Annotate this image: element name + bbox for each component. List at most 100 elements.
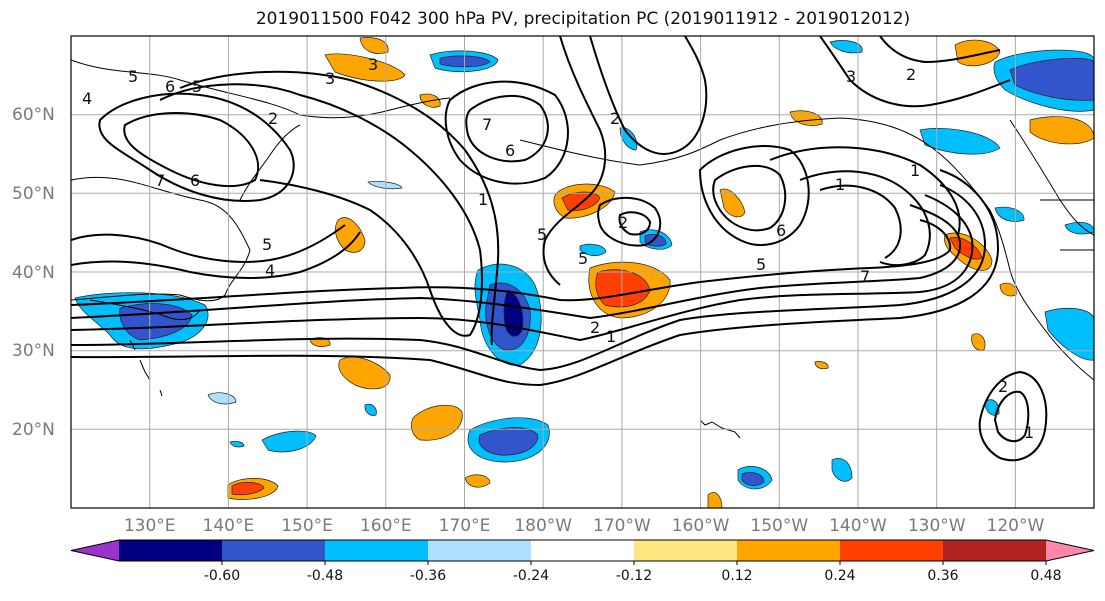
lat-label: 50°N — [12, 184, 55, 204]
anomaly-20n-pos — [410, 404, 463, 441]
pv-label: 3 — [368, 55, 378, 74]
pv-label: 2 — [998, 377, 1008, 396]
lon-label: 160°E — [360, 516, 412, 536]
colorbar-segment — [634, 540, 738, 561]
colorbar-segment — [943, 540, 1047, 561]
anomaly-small-pos3 — [971, 333, 986, 351]
pv-label: 1 — [478, 190, 488, 209]
colorbar-segment — [119, 540, 223, 561]
pv-label: 7 — [482, 115, 492, 134]
colorbar-tick-label: 0.12 — [721, 568, 752, 584]
pv-label: 5 — [262, 235, 272, 254]
lon-label: 180°W — [514, 516, 572, 536]
lon-label: 140°E — [203, 516, 255, 536]
pv-label: 2 — [618, 213, 628, 232]
anomaly-alaska-neg — [919, 128, 1001, 155]
pv-label: 7 — [860, 267, 870, 286]
colorbar-segment — [737, 540, 841, 561]
colorbar-segment — [531, 540, 635, 561]
map-border — [70, 35, 1095, 509]
anomaly-ne-pos2 — [1029, 116, 1094, 145]
anomaly-south-neg-core — [478, 427, 539, 456]
pv-contour-labels: 5 6 5 4 2 6 7 5 3 1 4 3 2 7 2 6 5 1 1 6 … — [82, 55, 1034, 442]
anomaly-sw-pos-core — [231, 482, 265, 496]
anomaly-east-neg — [831, 458, 853, 482]
map-title: 2019011500 F042 300 hPa PV, precipitatio… — [255, 9, 911, 29]
anomaly-ne-neg-core — [1009, 57, 1094, 101]
pv-label: 1 — [835, 175, 845, 194]
lat-label: 40°N — [12, 263, 55, 283]
lon-label: 170°E — [439, 516, 491, 536]
anomaly-155e-pos — [338, 356, 391, 390]
pv-label: 3 — [325, 69, 335, 88]
lon-label: 150°E — [281, 516, 333, 536]
pv-label: 6 — [505, 141, 515, 160]
anomaly-small-pos5 — [707, 492, 723, 508]
colorbar-extend-min — [71, 540, 119, 561]
colorbar-segment — [325, 540, 429, 561]
pv-label: 5 — [537, 225, 547, 244]
pv-contours — [71, 36, 1048, 462]
pv-label: 5 — [128, 67, 138, 86]
lon-label: 140°W — [829, 516, 887, 536]
lon-label: 120°W — [987, 516, 1045, 536]
pv-label: 4 — [265, 261, 275, 280]
longitude-labels: 130°E 140°E 150°E 160°E 170°E 180°W 170°… — [124, 516, 1045, 536]
colorbar-extend-max — [1046, 540, 1094, 561]
anomaly-small-neg9 — [364, 403, 377, 416]
lon-label: 170°W — [593, 516, 651, 536]
colorbar-tick-label: -0.24 — [513, 568, 549, 584]
colorbar-tick-label: 0.48 — [1030, 568, 1061, 584]
pv-label: 2 — [906, 65, 916, 84]
anomaly-hawaii-neg-core — [741, 472, 765, 486]
anomaly-150w-pos — [719, 188, 746, 218]
anomaly-north-pos2 — [359, 37, 389, 54]
colorbar: -0.60 -0.48 -0.36 -0.24 -0.12 0.12 0.24 0.36 0.4… — [70, 539, 1095, 584]
anomaly-small-neg8 — [229, 440, 245, 448]
lat-label: 60°N — [12, 105, 55, 125]
lon-label: 130°W — [908, 516, 966, 536]
anomaly-small-neg1 — [579, 243, 607, 256]
anomaly-small-neg7 — [207, 392, 237, 405]
anomaly-west-neg — [1044, 307, 1094, 361]
anomaly-small-pos6 — [814, 361, 829, 370]
pv-label: 5 — [192, 77, 202, 96]
colorbar-tick-label: 0.24 — [824, 568, 855, 584]
pv-label: 2 — [610, 109, 620, 128]
pv-label: 5 — [578, 249, 588, 268]
anomaly-small-neg5 — [829, 40, 863, 54]
colorbar-tick-label: -0.48 — [307, 568, 343, 584]
pv-label: 6 — [165, 77, 175, 96]
lat-label: 20°N — [12, 420, 55, 440]
pv-label: 7 — [155, 171, 165, 190]
colorbar-segment — [222, 540, 326, 561]
lon-label: 160°W — [672, 516, 730, 536]
lat-label: 30°N — [12, 341, 55, 361]
colorbar-tick-label: -0.12 — [616, 568, 652, 584]
pv-label: 4 — [82, 89, 92, 108]
anomaly-sw-neg — [261, 430, 317, 453]
anomaly-small-pos2 — [999, 282, 1017, 297]
pv-label: 1 — [1024, 423, 1034, 442]
anomaly-small-neg3 — [994, 206, 1025, 222]
anomaly-ne-pos — [954, 39, 1001, 67]
colorbar-tick-label: 0.36 — [927, 568, 958, 584]
pv-label: 2 — [268, 109, 278, 128]
pv-label: 5 — [756, 255, 766, 274]
lon-label: 150°W — [750, 516, 808, 536]
gridlines — [71, 36, 1094, 508]
anomaly-north-pos — [324, 53, 406, 82]
colorbar-segment — [428, 540, 532, 561]
pv-label: 2 — [590, 318, 600, 337]
lon-label: 130°E — [124, 516, 176, 536]
anomaly-small-neg2 — [984, 399, 1000, 416]
pv-label: 3 — [846, 67, 856, 86]
pv-label: 1 — [910, 161, 920, 180]
colorbar-tick-label: -0.60 — [204, 568, 240, 584]
anomaly-small-pos4 — [464, 474, 491, 488]
anomaly-small-neg10 — [367, 181, 403, 190]
latitude-labels: 20°N 30°N 40°N 50°N 60°N — [12, 105, 55, 440]
pv-label: 1 — [606, 327, 616, 346]
colorbar-tick-label: -0.36 — [410, 568, 446, 584]
